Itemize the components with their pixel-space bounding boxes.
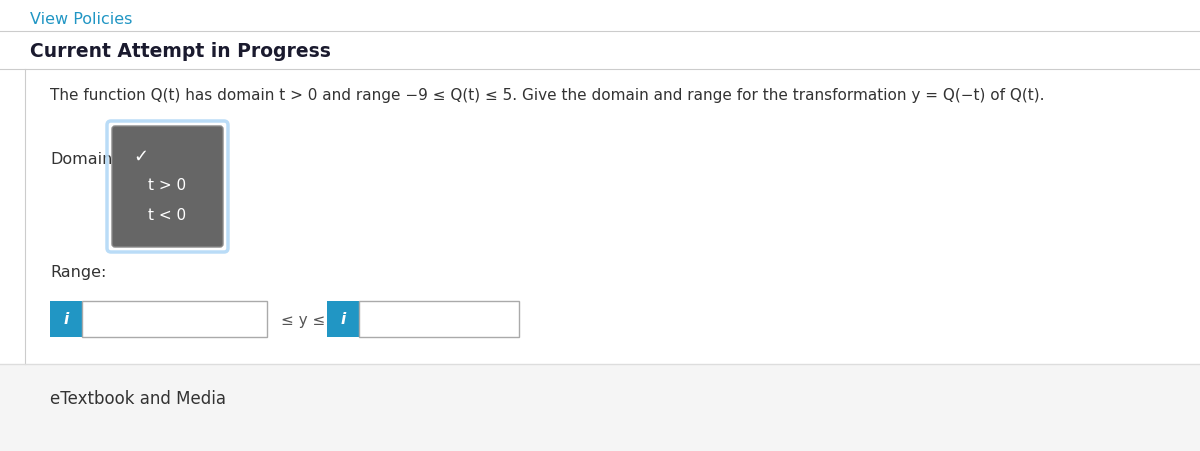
Text: i: i xyxy=(341,312,346,327)
Text: eTextbook and Media: eTextbook and Media xyxy=(50,389,226,407)
Text: i: i xyxy=(64,312,68,327)
Text: View Policies: View Policies xyxy=(30,12,132,27)
FancyBboxPatch shape xyxy=(0,364,1200,451)
Text: t < 0: t < 0 xyxy=(149,207,186,222)
FancyBboxPatch shape xyxy=(50,301,82,337)
Text: The function Q(t) has domain t > 0 and range −9 ≤ Q(t) ≤ 5. Give the domain and : The function Q(t) has domain t > 0 and r… xyxy=(50,88,1044,103)
FancyBboxPatch shape xyxy=(82,301,266,337)
FancyBboxPatch shape xyxy=(326,301,359,337)
FancyBboxPatch shape xyxy=(112,127,223,248)
Text: ✓: ✓ xyxy=(133,147,148,166)
Text: t > 0: t > 0 xyxy=(149,178,186,193)
Text: Range:: Range: xyxy=(50,264,107,279)
Text: Current Attempt in Progress: Current Attempt in Progress xyxy=(30,42,331,61)
FancyBboxPatch shape xyxy=(359,301,520,337)
Text: Domain:: Domain: xyxy=(50,152,118,166)
Text: ≤ y ≤: ≤ y ≤ xyxy=(281,312,325,327)
